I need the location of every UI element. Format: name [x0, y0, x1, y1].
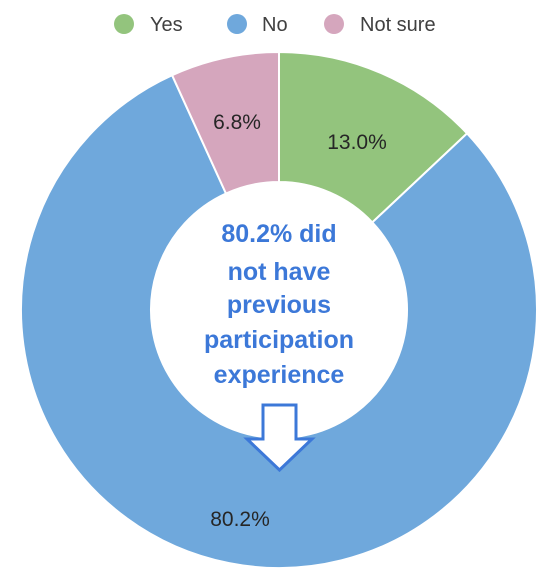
- slice-label-yes: 13.0%: [327, 131, 387, 154]
- legend: Yes No Not sure: [114, 14, 436, 36]
- slice-label-no: 80.2%: [210, 508, 270, 531]
- annotation-line-2: not have: [228, 258, 331, 286]
- annotation-line-1: 80.2% did: [221, 220, 336, 248]
- legend-swatch-not-sure: [324, 14, 344, 34]
- annotation-line-4: participation: [204, 326, 354, 354]
- slice-label-not-sure: 6.8%: [213, 111, 261, 134]
- legend-label-no: No: [262, 14, 288, 36]
- legend-label-yes: Yes: [150, 14, 183, 36]
- legend-swatch-yes: [114, 14, 134, 34]
- legend-swatch-no: [227, 14, 247, 34]
- legend-label-not-sure: Not sure: [360, 14, 436, 36]
- annotation-line-5: experience: [214, 361, 345, 389]
- annotation-line-3: previous: [227, 291, 331, 319]
